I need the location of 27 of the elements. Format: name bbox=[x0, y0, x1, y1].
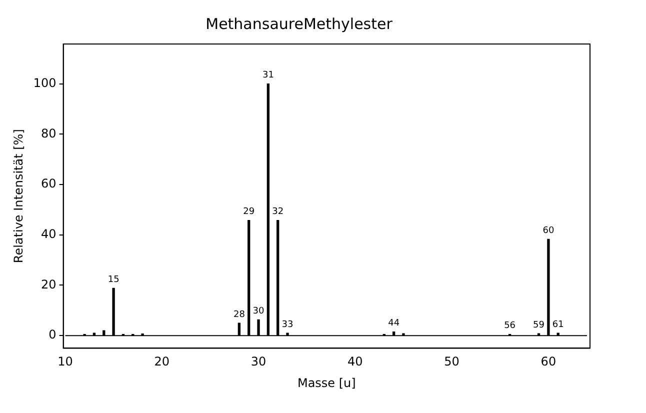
x-tick-label: 30 bbox=[250, 354, 266, 369]
y-tick-label: 20 bbox=[41, 277, 56, 292]
annotation: 29 bbox=[243, 207, 255, 218]
x-tick-label: 50 bbox=[444, 354, 460, 369]
annotation: 33 bbox=[282, 320, 294, 330]
y-axis-title: Relative Intensität [%] bbox=[11, 129, 26, 264]
annotation: 15 bbox=[108, 275, 120, 286]
y-tick-label: 60 bbox=[41, 176, 56, 191]
y-tick-label: 40 bbox=[41, 227, 56, 242]
annotation: 60 bbox=[542, 226, 554, 236]
x-axis-title: Masse [u] bbox=[297, 376, 356, 390]
annotation: 61 bbox=[552, 320, 564, 330]
x-tick-label: 10 bbox=[58, 354, 73, 369]
annotation: 30 bbox=[252, 306, 265, 317]
annotation: 56 bbox=[504, 321, 516, 332]
annotation: 31 bbox=[262, 70, 274, 81]
y-tick-label: 0 bbox=[48, 328, 56, 342]
annotation: 32 bbox=[272, 207, 284, 218]
annotation: 59 bbox=[533, 320, 545, 330]
y-tick-label: 100 bbox=[33, 76, 56, 90]
x-tick-label: 40 bbox=[348, 354, 363, 369]
x-tick-label: 20 bbox=[154, 354, 170, 369]
annotation: 44 bbox=[388, 318, 400, 329]
chart-title: MethansaureMethylester bbox=[206, 14, 394, 33]
annotation: 28 bbox=[233, 310, 246, 320]
y-tick-label: 80 bbox=[41, 126, 56, 140]
x-tick-label: 60 bbox=[540, 354, 556, 369]
